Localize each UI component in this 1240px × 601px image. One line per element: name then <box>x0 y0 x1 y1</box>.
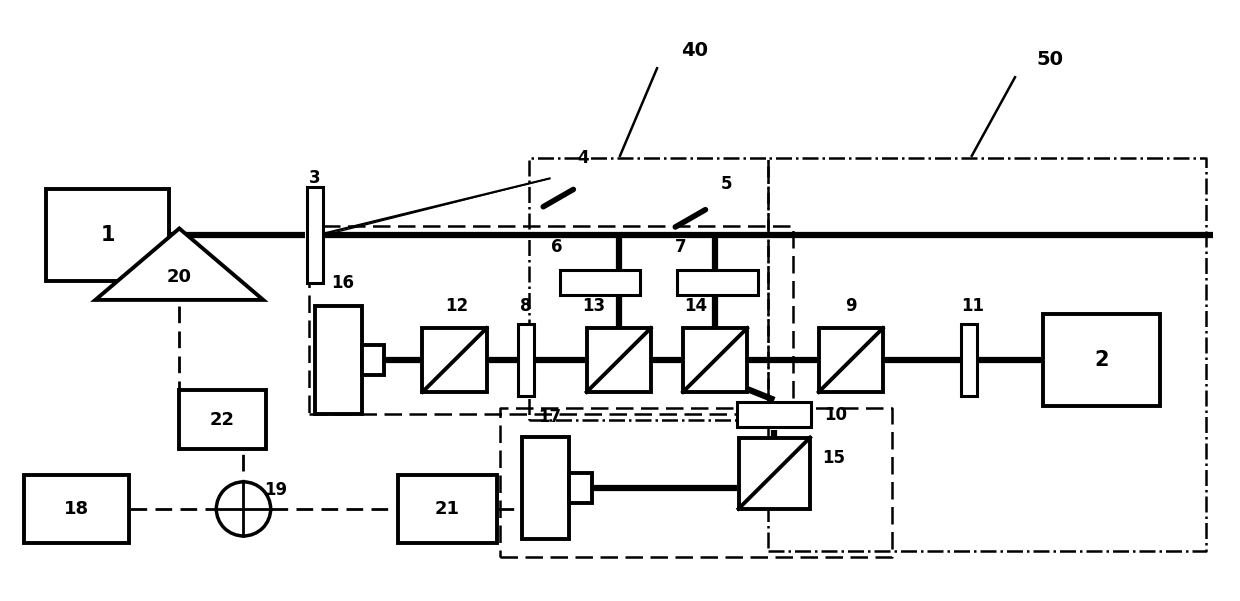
Bar <box>560 270 640 295</box>
Text: 16: 16 <box>331 273 353 291</box>
Circle shape <box>216 482 270 536</box>
Bar <box>362 345 384 375</box>
Bar <box>25 475 129 543</box>
Text: 18: 18 <box>64 500 89 518</box>
Text: 20: 20 <box>167 267 192 285</box>
Text: 5: 5 <box>720 175 732 194</box>
Text: 13: 13 <box>583 297 605 316</box>
Text: 21: 21 <box>435 500 460 518</box>
Bar <box>587 328 651 392</box>
Bar <box>818 328 883 392</box>
Text: 12: 12 <box>445 297 469 316</box>
Text: 6: 6 <box>552 238 563 256</box>
Text: 4: 4 <box>577 148 589 166</box>
Bar <box>1043 314 1161 406</box>
Text: 7: 7 <box>675 238 686 256</box>
Text: 10: 10 <box>825 406 847 424</box>
Bar <box>522 438 569 538</box>
Bar <box>738 402 811 427</box>
Polygon shape <box>95 228 263 300</box>
Bar <box>739 438 810 509</box>
Bar <box>180 390 265 450</box>
Bar <box>423 328 486 392</box>
Text: 14: 14 <box>683 297 707 316</box>
Text: 11: 11 <box>961 297 985 316</box>
Bar <box>398 475 496 543</box>
Text: 9: 9 <box>844 297 857 316</box>
Text: 8: 8 <box>521 297 532 316</box>
Polygon shape <box>325 178 549 235</box>
Text: 50: 50 <box>1037 50 1063 69</box>
Text: 15: 15 <box>822 450 844 468</box>
Bar <box>518 325 534 396</box>
Text: 3: 3 <box>309 169 321 188</box>
Bar <box>961 325 977 396</box>
Bar <box>683 328 748 392</box>
Text: 19: 19 <box>264 481 288 499</box>
Text: 2: 2 <box>1094 350 1109 370</box>
Bar <box>315 307 362 413</box>
Text: 22: 22 <box>210 410 236 429</box>
Text: 40: 40 <box>681 41 708 60</box>
Bar <box>308 188 324 282</box>
Text: 1: 1 <box>100 225 115 245</box>
Bar <box>569 473 591 503</box>
Text: 17: 17 <box>538 407 562 426</box>
Bar <box>46 189 170 281</box>
Bar <box>677 270 758 295</box>
